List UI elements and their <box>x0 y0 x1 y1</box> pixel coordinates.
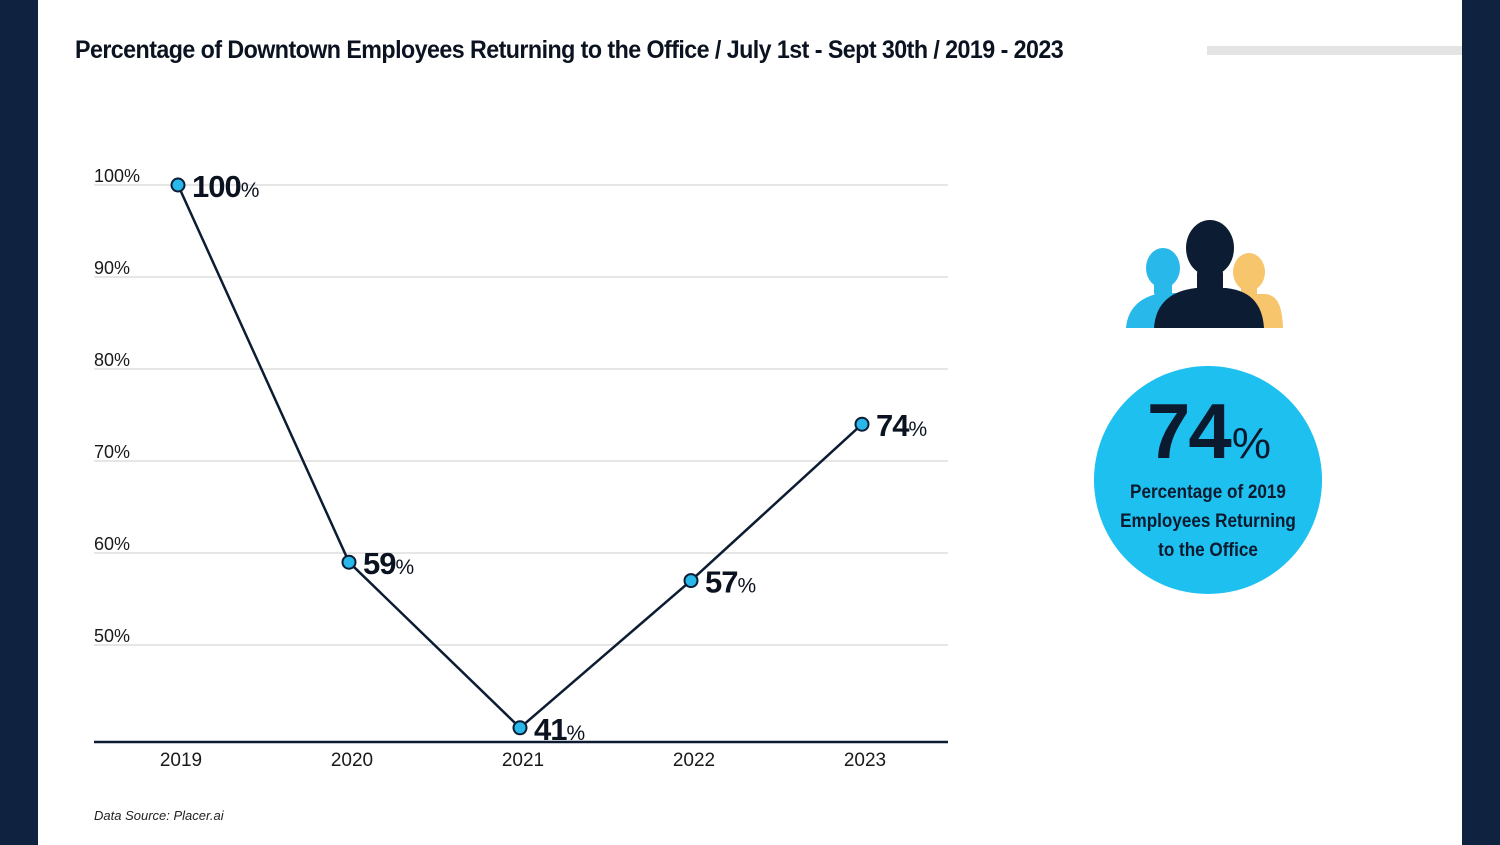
series-line <box>176 184 863 730</box>
data-point <box>854 416 870 432</box>
stat-caption: Percentage of 2019 Employees Returning t… <box>1118 478 1298 565</box>
data-label: 100% <box>192 169 259 204</box>
stat-caption-line: Percentage of 2019 <box>1130 482 1286 503</box>
stat-callout: 74% Percentage of 2019 Employees Returni… <box>1094 366 1322 594</box>
data-label: 41% <box>534 712 585 747</box>
chart-title: Percentage of Downtown Employees Returni… <box>75 35 1064 64</box>
x-tick-label: 2019 <box>160 750 202 771</box>
data-label: 57% <box>705 565 756 600</box>
data-point <box>170 177 186 193</box>
data-point <box>341 554 357 570</box>
x-tick-label: 2020 <box>331 750 373 771</box>
data-source: Data Source: Placer.ai <box>94 808 224 823</box>
y-tick-label: 80% <box>94 350 130 370</box>
stat-value: 74% <box>1147 392 1271 470</box>
infographic-panel: Percentage of Downtown Employees Returni… <box>38 0 1462 845</box>
data-point <box>683 573 699 589</box>
data-label: 59% <box>363 546 414 581</box>
title-divider <box>1207 46 1462 55</box>
y-tick-label: 100% <box>94 166 140 186</box>
data-label: 74% <box>876 408 927 443</box>
x-tick-label: 2023 <box>844 750 886 771</box>
x-tick-label: 2021 <box>502 750 544 771</box>
line-chart: 100% 90% 80% 70% 60% 50% 2019 2020 2021 2022 2023 1… <box>94 166 948 771</box>
stat-caption-line: Employees Returning <box>1120 511 1296 532</box>
title-row: Percentage of Downtown Employees Returni… <box>75 30 1462 70</box>
people-group-icon <box>1126 220 1283 328</box>
y-tick-label: 50% <box>94 626 130 646</box>
x-tick-label: 2022 <box>673 750 715 771</box>
data-point <box>512 720 528 736</box>
y-tick-label: 70% <box>94 442 130 462</box>
stat-unit: % <box>1231 419 1271 468</box>
y-tick-label: 90% <box>94 258 130 278</box>
stat-number: 74 <box>1147 387 1232 475</box>
person-center-icon <box>1154 220 1264 328</box>
y-tick-label: 60% <box>94 534 130 554</box>
stat-caption-line: to the Office <box>1158 540 1258 561</box>
